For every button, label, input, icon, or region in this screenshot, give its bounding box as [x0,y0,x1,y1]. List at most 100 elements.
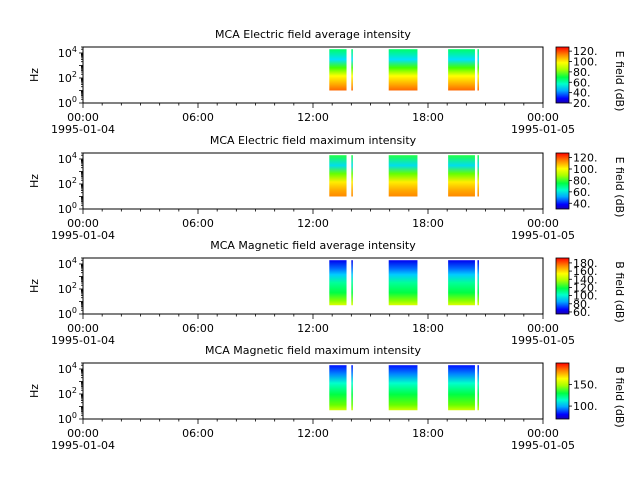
y-tick-label: 104 [58,45,77,60]
colorbar-tick-label: 120. [573,152,598,165]
colorbar-tick-label: 20. [573,97,591,110]
data-column-5 [477,49,479,91]
colorbar-tick-label: 80. [573,66,591,79]
y-tick-label: 104 [58,361,77,376]
colorbar-tick-label: 160. [573,265,598,278]
x-tick-date: 1995-01-05 [511,334,575,347]
spectrogram-panel-4: MCA Magnetic field maximum intensity 100 1… [28,344,626,452]
colorbar-tick-label: 100. [573,163,598,176]
x-tick-date: 1995-01-05 [511,229,575,242]
colorbar [555,362,570,420]
colorbar-tick-label: 140. [573,273,598,286]
x-tick-time: 00:00 [527,322,559,335]
x-tick-time: 06:00 [182,217,214,230]
x-tick-time: 00:00 [527,217,559,230]
x-tick-time: 12:00 [297,322,329,335]
colorbar-label: B field (dB) [613,261,626,322]
data-column-2 [351,49,353,91]
panel-title: MCA Magnetic field maximum intensity [205,344,421,357]
x-tick-time: 12:00 [297,217,329,230]
spectrogram-panel-1: MCA Electric field average intensity 100 1… [28,28,626,136]
data-column-4 [448,365,475,411]
x-tick-date: 1995-01-05 [511,439,575,452]
data-column-3 [388,155,418,197]
spectrogram-panel-3: MCA Magnetic field average intensity 100 1… [28,239,626,347]
colorbar-tick-label: 100. [573,56,598,69]
data-column-4 [448,49,475,91]
y-axis-label: Hz [28,174,41,188]
data-column-2 [351,365,353,411]
colorbar-tick-label: 150. [573,379,598,392]
colorbar [555,46,570,104]
y-tick-label: 102 [58,176,77,191]
colorbar-tick-label: 40. [573,197,591,210]
x-tick-time: 06:00 [182,427,214,440]
x-tick-time: 06:00 [182,322,214,335]
y-tick-label: 104 [58,256,77,271]
panel-title: MCA Electric field maximum intensity [210,134,417,147]
data-column-1 [329,260,347,306]
data-column-5 [477,260,479,306]
y-axis-label: Hz [28,279,41,293]
y-tick-label: 100 [58,201,77,216]
colorbar-label: E field (dB) [613,51,626,112]
x-tick-date: 1995-01-04 [51,229,115,242]
x-tick-time: 18:00 [412,322,444,335]
x-tick-time: 00:00 [67,322,99,335]
panel-title: MCA Electric field average intensity [215,28,411,41]
data-column-4 [448,155,475,197]
x-tick-time: 06:00 [182,111,214,124]
colorbar-tick-label: 80. [573,174,591,187]
y-tick-label: 100 [58,95,77,110]
y-tick-label: 102 [58,281,77,296]
x-tick-time: 00:00 [67,111,99,124]
x-tick-time: 12:00 [297,111,329,124]
x-tick-date: 1995-01-04 [51,439,115,452]
x-tick-time: 12:00 [297,427,329,440]
data-column-1 [329,365,347,411]
y-tick-label: 104 [58,151,77,166]
data-column-1 [329,49,347,91]
x-tick-time: 18:00 [412,427,444,440]
x-tick-time: 00:00 [67,217,99,230]
colorbar-label: E field (dB) [613,157,626,218]
data-column-3 [388,260,418,306]
colorbar-tick-label: 120. [573,281,598,294]
y-axis-label: Hz [28,384,41,398]
y-axis-label: Hz [28,68,41,82]
x-tick-time: 18:00 [412,217,444,230]
colorbar-tick-label: 100. [573,400,598,413]
y-tick-label: 102 [58,386,77,401]
x-tick-date: 1995-01-04 [51,123,115,136]
colorbar-tick-label: 60. [573,306,591,319]
x-tick-time: 00:00 [527,111,559,124]
colorbar-tick-label: 100. [573,290,598,303]
colorbar-tick-label: 60. [573,76,591,89]
data-column-5 [477,155,479,197]
colorbar-tick-label: 120. [573,45,598,58]
colorbar-tick-label: 40. [573,87,591,100]
data-column-1 [329,155,347,197]
colorbar [555,257,570,315]
x-tick-time: 00:00 [67,427,99,440]
x-tick-date: 1995-01-04 [51,334,115,347]
panel-title: MCA Magnetic field average intensity [210,239,416,252]
y-tick-label: 100 [58,306,77,321]
colorbar-tick-label: 60. [573,186,591,199]
data-column-2 [351,155,353,197]
x-tick-time: 18:00 [412,111,444,124]
data-column-2 [351,260,353,306]
spectrogram-panel-2: MCA Electric field maximum intensity 100 1… [28,134,626,242]
colorbar-tick-label: 80. [573,298,591,311]
y-tick-label: 102 [58,70,77,85]
x-tick-time: 00:00 [527,427,559,440]
data-column-5 [477,365,479,411]
data-column-4 [448,260,475,306]
colorbar-tick-label: 180. [573,257,598,270]
data-column-3 [388,49,418,91]
x-tick-date: 1995-01-05 [511,123,575,136]
y-tick-label: 100 [58,411,77,426]
data-column-3 [388,365,418,411]
colorbar [555,152,570,210]
